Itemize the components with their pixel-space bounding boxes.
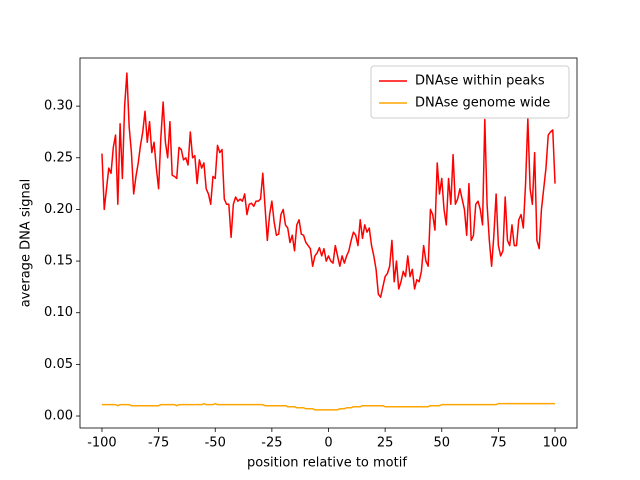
- x-tick-label: 25: [377, 436, 394, 451]
- x-tick-label: -75: [148, 436, 169, 451]
- y-tick-label: 0.30: [44, 99, 73, 114]
- x-tick-label: -50: [205, 436, 226, 451]
- x-tick-label: -100: [87, 436, 117, 451]
- x-axis-label: position relative to motif: [247, 456, 407, 471]
- x-tick-label: -25: [261, 436, 282, 451]
- y-axis-label: average DNA signal: [19, 179, 34, 308]
- line: [101, 72, 556, 298]
- x-tick-label: 75: [490, 436, 507, 451]
- x-tick-label: 50: [433, 436, 450, 451]
- y-tick-label: 0.10: [44, 305, 73, 320]
- y-tick-label: 0.00: [44, 409, 73, 424]
- y-tick-label: 0.25: [44, 150, 73, 165]
- x-tick-label: 0: [324, 436, 332, 451]
- line: [101, 402, 556, 411]
- legend-label: DNAse within peaks: [415, 74, 545, 89]
- legend-box: [370, 65, 570, 119]
- legend-label: DNAse genome wide: [415, 96, 550, 111]
- y-tick-label: 0.20: [44, 202, 73, 217]
- x-tick-label: 100: [543, 436, 568, 451]
- y-tick-label: 0.05: [44, 357, 73, 372]
- y-tick-label: 0.15: [44, 254, 73, 269]
